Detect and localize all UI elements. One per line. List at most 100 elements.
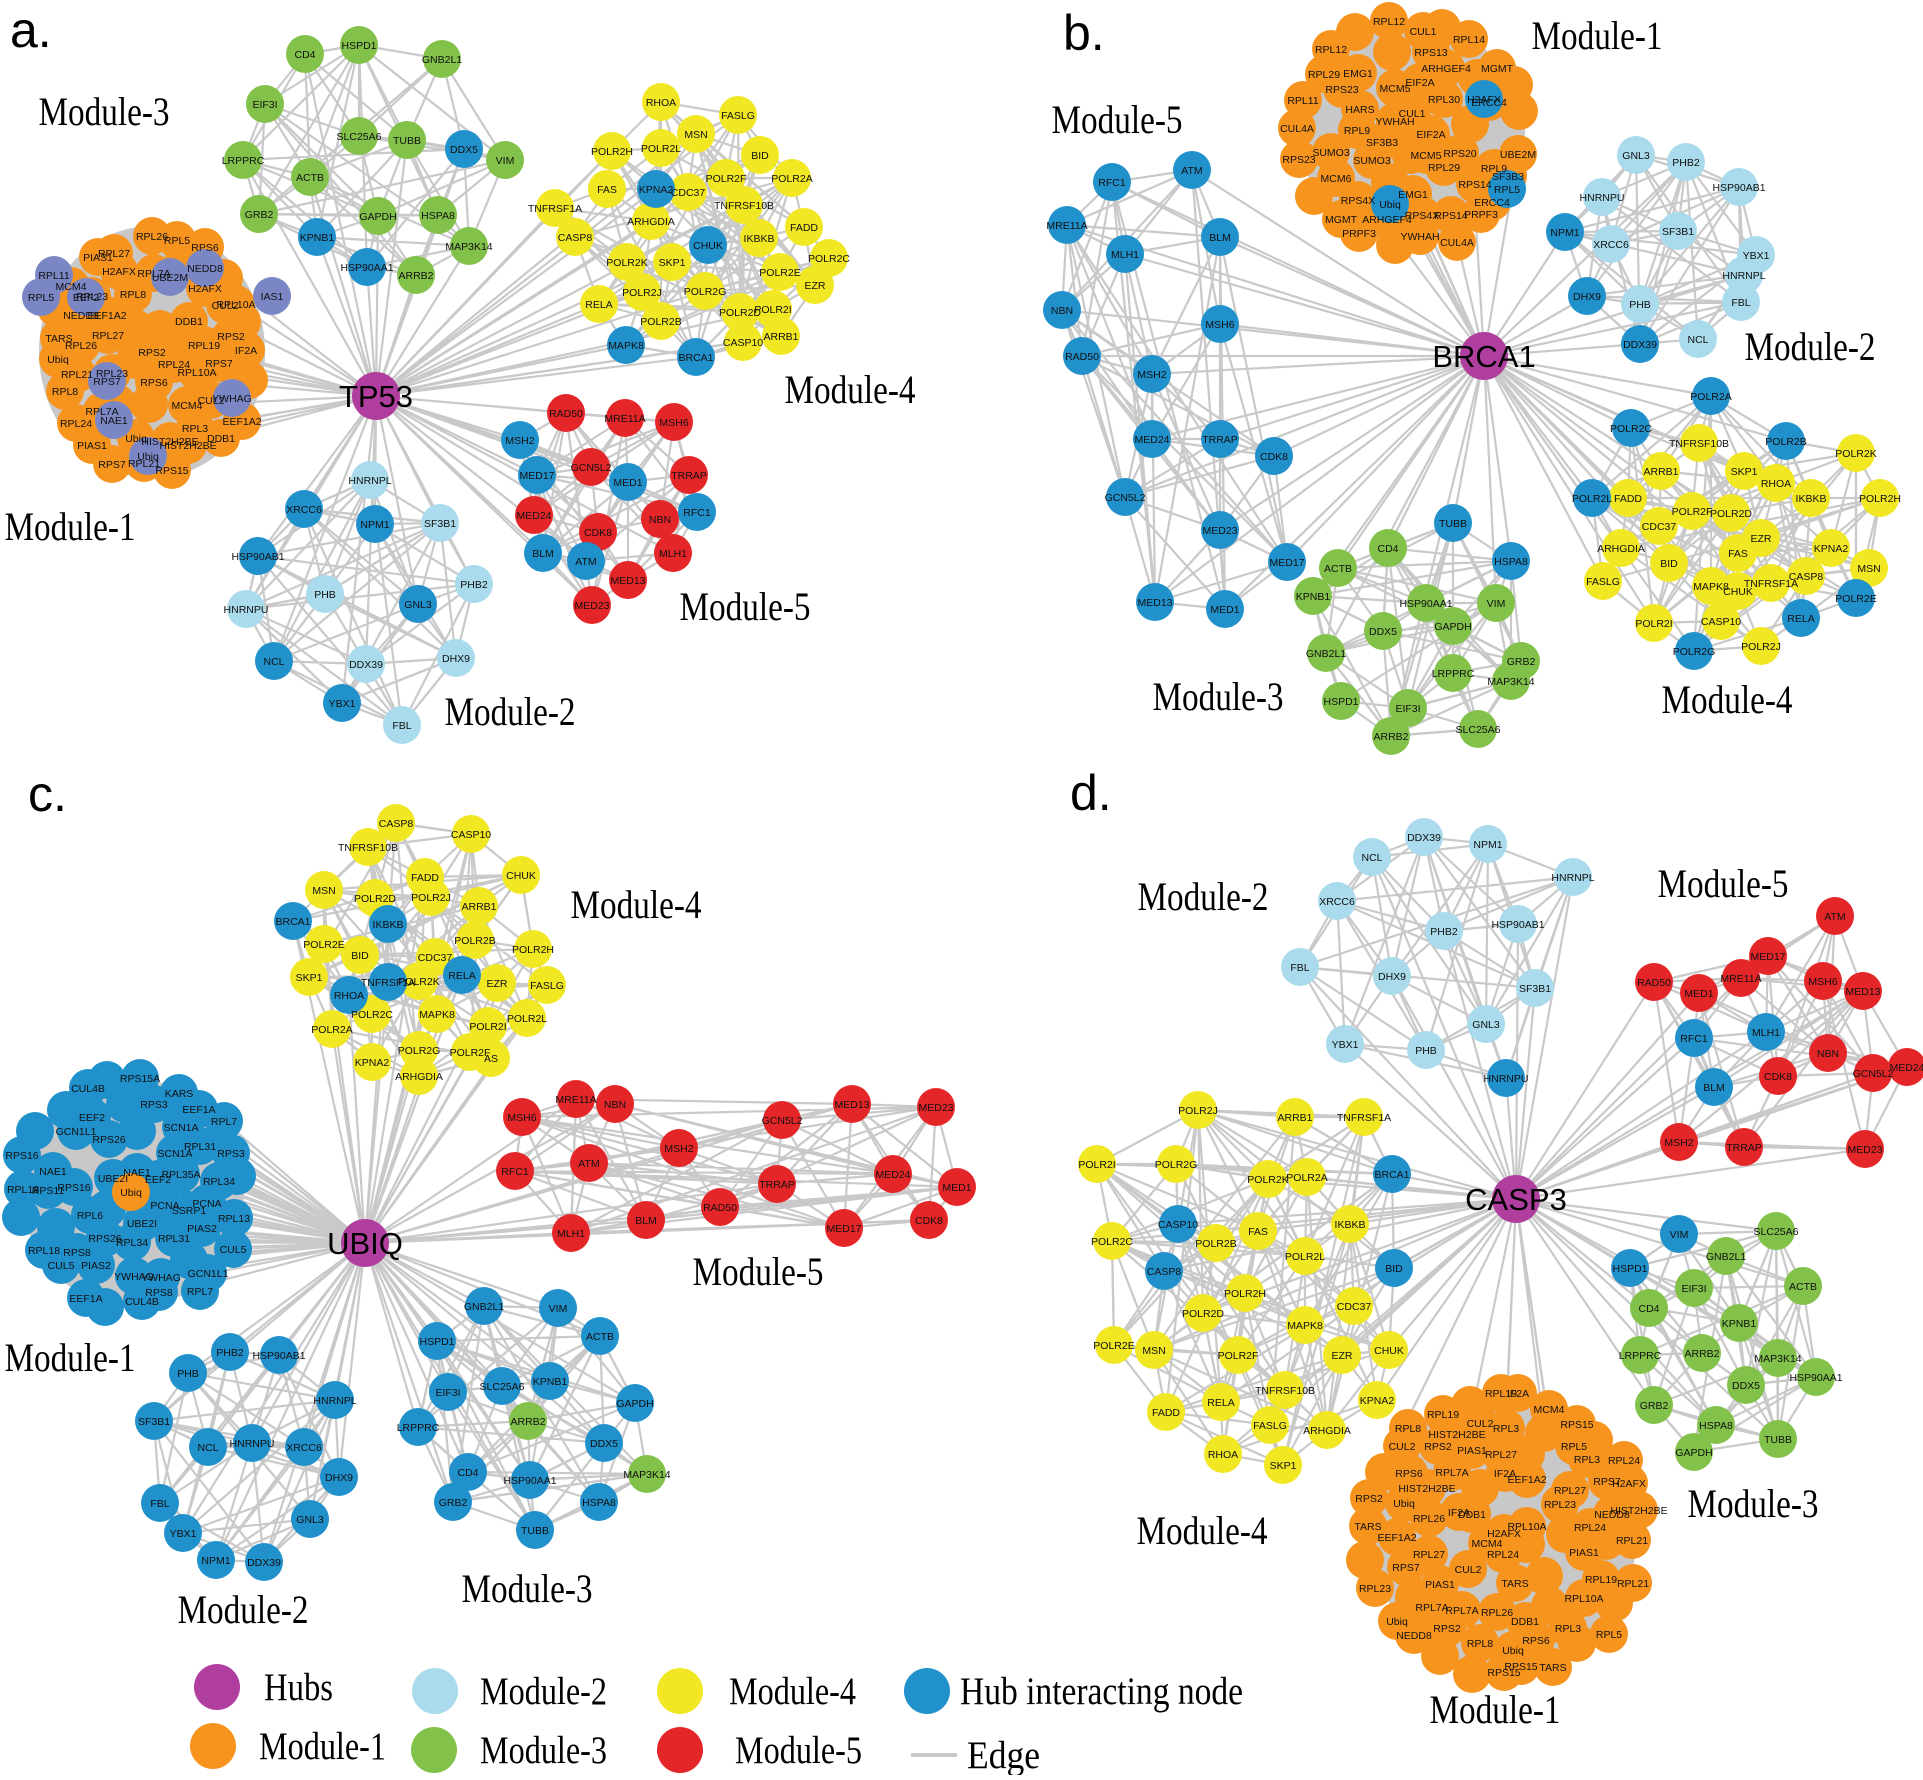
svg-text:Ubiq: Ubiq [1502,1645,1524,1657]
svg-text:TUBB: TUBB [1764,1434,1792,1446]
svg-text:NPM1: NPM1 [1550,227,1579,239]
svg-text:IF2A: IF2A [1448,1507,1470,1519]
svg-text:RPL23: RPL23 [76,291,108,303]
svg-text:POLR2J: POLR2J [1741,641,1781,653]
svg-text:TNFRSF1A: TNFRSF1A [1337,1112,1391,1124]
svg-text:POLR2I: POLR2I [754,304,791,316]
svg-text:MED17: MED17 [1750,951,1785,963]
svg-text:TNFRSF10B: TNFRSF10B [714,200,774,212]
svg-text:ARHGDIA: ARHGDIA [1303,1425,1351,1437]
svg-text:Edge: Edge [967,1734,1040,1775]
svg-text:RPL24: RPL24 [1574,1522,1606,1534]
svg-text:SCN1A: SCN1A [157,1148,192,1160]
svg-text:MCM6: MCM6 [1321,173,1352,185]
svg-text:RPS2: RPS2 [1424,1441,1452,1453]
svg-text:Ubiq: Ubiq [47,354,69,366]
svg-text:UBE2M: UBE2M [1500,149,1536,161]
svg-text:MED13: MED13 [1137,597,1172,609]
svg-text:SKP1: SKP1 [1731,466,1758,478]
svg-text:H2AFX: H2AFX [1612,1478,1646,1490]
svg-text:Module-3: Module-3 [1153,674,1284,719]
svg-text:POLR2H: POLR2H [1859,493,1901,505]
svg-text:RAD50: RAD50 [549,408,583,420]
svg-text:CDC37: CDC37 [1642,521,1677,533]
svg-text:CD4: CD4 [1638,1303,1659,1315]
svg-text:GNB2L1: GNB2L1 [464,1301,504,1313]
svg-text:EMG1: EMG1 [1398,189,1428,201]
svg-text:MED24: MED24 [516,510,551,522]
svg-text:PIAS1: PIAS1 [1569,1547,1599,1559]
svg-text:HSP90AA1: HSP90AA1 [1789,1372,1842,1384]
svg-text:SF3B1: SF3B1 [424,518,456,530]
svg-text:IKBKB: IKBKB [744,233,775,245]
svg-text:Ubiq: Ubiq [1379,199,1401,211]
svg-text:RPS7: RPS7 [1593,1476,1621,1488]
svg-text:GNB2L1: GNB2L1 [1306,648,1346,660]
svg-text:HIST2H2BE: HIST2H2BE [1398,1483,1455,1495]
svg-text:EEF1A2: EEF1A2 [1507,1474,1546,1486]
svg-text:Module-2: Module-2 [445,689,576,734]
svg-text:SF3B1: SF3B1 [1662,226,1694,238]
svg-text:MSH2: MSH2 [664,1143,693,1155]
svg-text:RPS7: RPS7 [98,459,126,471]
svg-text:GNB2L1: GNB2L1 [422,54,462,66]
svg-text:POLR2L: POLR2L [641,143,681,155]
svg-text:MED23: MED23 [574,600,609,612]
svg-text:KPNA2: KPNA2 [355,1057,390,1069]
svg-text:MSH6: MSH6 [507,1112,536,1124]
svg-text:BID: BID [1385,1263,1403,1275]
svg-text:LRPPRC: LRPPRC [397,1422,440,1434]
svg-text:MED13: MED13 [610,575,645,587]
svg-text:SLC25A6: SLC25A6 [337,131,382,143]
svg-text:RPL3: RPL3 [1574,1454,1600,1466]
svg-text:GNL3: GNL3 [404,599,432,611]
svg-text:BID: BID [1660,558,1678,570]
svg-text:POLR2J: POLR2J [1178,1105,1218,1117]
svg-text:EIF3I: EIF3I [435,1387,460,1399]
svg-text:POLR2C: POLR2C [1610,423,1652,435]
svg-text:XRCC6: XRCC6 [286,1442,322,1454]
svg-text:MED13: MED13 [1845,986,1880,998]
svg-text:RPL7: RPL7 [187,1286,213,1298]
svg-text:MED1: MED1 [942,1182,971,1194]
svg-text:MLH1: MLH1 [557,1228,585,1240]
svg-text:DDB1: DDB1 [1511,1616,1539,1628]
svg-text:POLR2H: POLR2H [591,146,633,158]
svg-text:HSP90AB1: HSP90AB1 [1712,182,1765,194]
svg-text:RPS8: RPS8 [145,1287,173,1299]
svg-text:POLR2I: POLR2I [469,1021,506,1033]
svg-text:RPL24: RPL24 [60,418,92,430]
svg-text:CUL2: CUL2 [1467,1418,1494,1430]
svg-text:EZR: EZR [805,280,826,292]
svg-text:PIAS1: PIAS1 [77,440,107,452]
svg-text:RPS6: RPS6 [1522,1635,1550,1647]
svg-text:CASP10: CASP10 [451,829,491,841]
svg-text:ARRB2: ARRB2 [1373,731,1408,743]
svg-text:Module-3: Module-3 [39,89,170,134]
svg-text:EZR: EZR [487,978,508,990]
svg-text:Module-4: Module-4 [1662,677,1793,722]
svg-text:MAP3K14: MAP3K14 [623,1469,670,1481]
svg-text:CDK8: CDK8 [1260,451,1288,463]
svg-text:GNB2L1: GNB2L1 [1706,1251,1746,1263]
svg-text:DHX9: DHX9 [1573,291,1601,303]
svg-text:HSP90AB1: HSP90AB1 [252,1350,305,1362]
svg-text:RPL26: RPL26 [1481,1607,1513,1619]
svg-text:RPL11: RPL11 [38,270,69,282]
svg-text:ATM: ATM [578,1158,599,1170]
svg-text:RPL30: RPL30 [1428,94,1460,106]
svg-text:SUMO3: SUMO3 [1353,155,1391,167]
svg-text:FASLG: FASLG [530,980,564,992]
svg-text:TNFRSF1A: TNFRSF1A [528,203,582,215]
svg-text:NCL: NCL [1361,852,1382,864]
svg-text:PIAS1: PIAS1 [1457,1445,1487,1457]
svg-text:CASP8: CASP8 [1789,571,1824,583]
svg-text:POLR2K: POLR2K [1835,448,1876,460]
svg-text:FAS: FAS [1248,1226,1268,1238]
svg-text:POLR2B: POLR2B [1195,1238,1236,1250]
svg-text:CDK8: CDK8 [584,527,612,539]
svg-text:Module-4: Module-4 [571,882,702,927]
svg-text:b.: b. [1063,5,1105,61]
svg-text:YWHAG: YWHAG [212,393,252,405]
svg-text:MCM4: MCM4 [172,400,203,412]
